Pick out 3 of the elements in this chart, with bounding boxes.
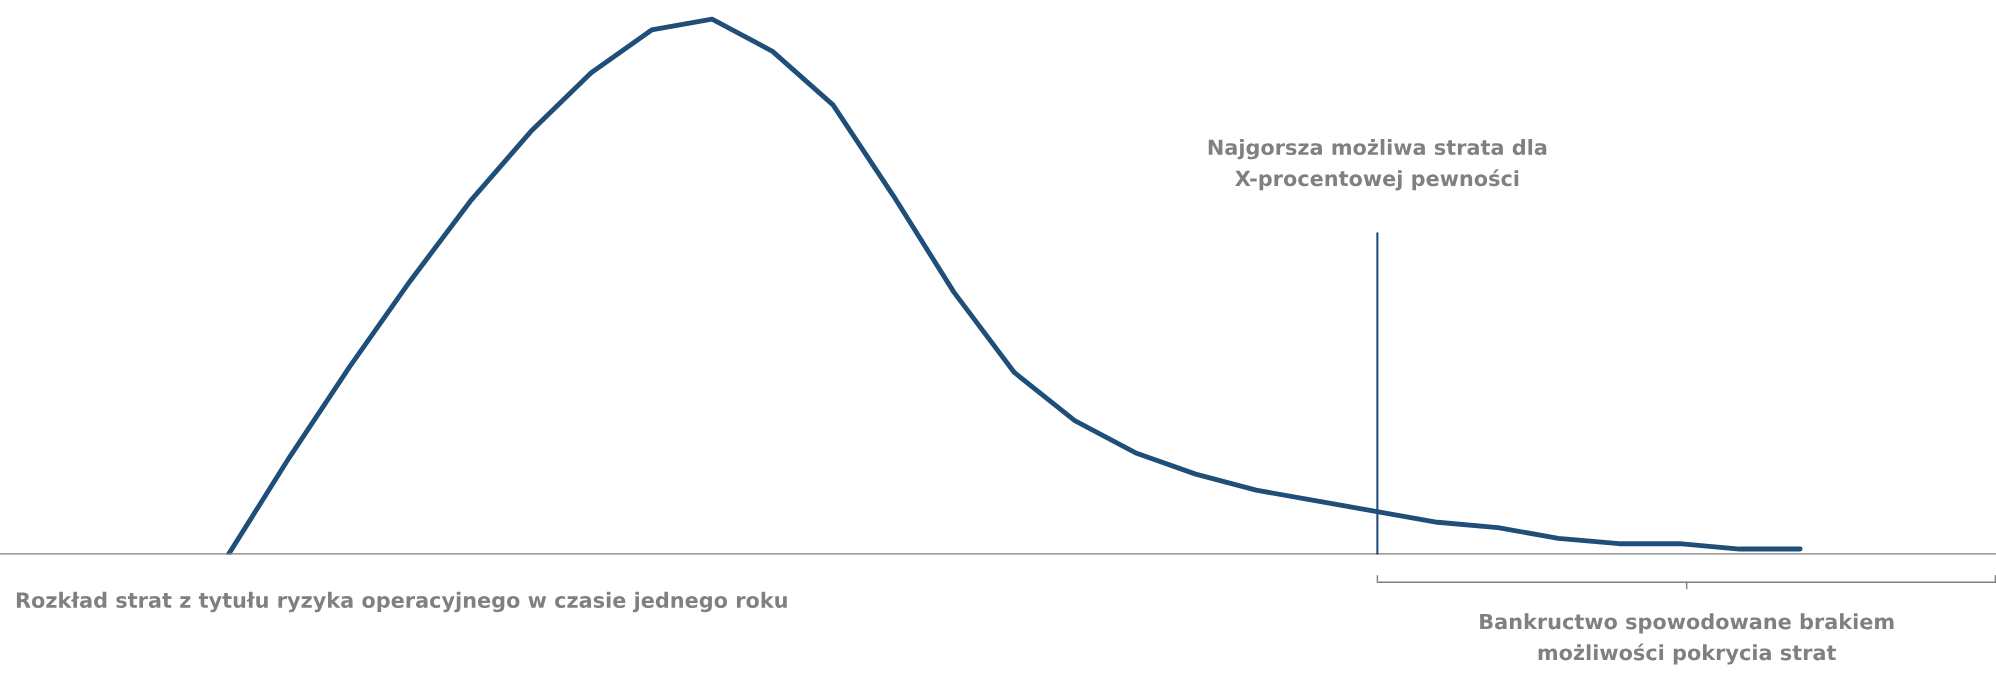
text: Bankructwo spowodowane brakiem możliwości pokrycia strat [1480, 613, 1894, 665]
text: Rozkład strat z tytułu ryzyka operacyjnego w czasie jednego roku [16, 591, 787, 613]
annotation: Najgorsza możliwa strata dla X-procentowej pewności [1208, 138, 1547, 191]
